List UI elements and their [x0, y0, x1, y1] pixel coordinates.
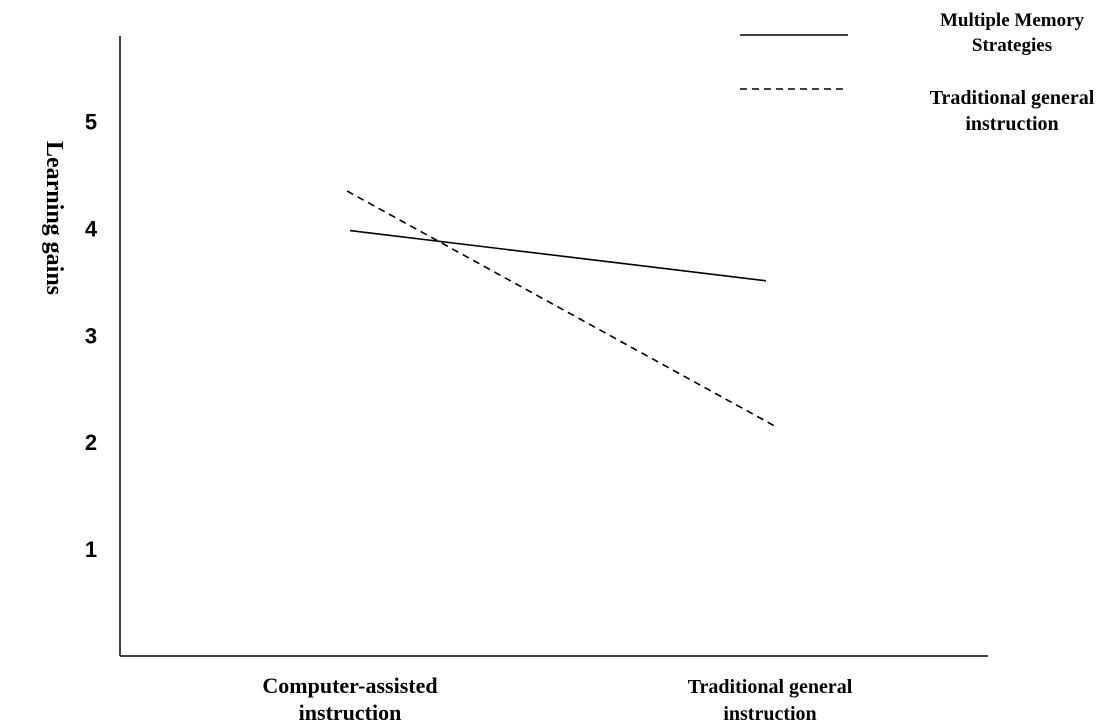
legend-label: instruction — [965, 113, 1058, 135]
legend-label: Traditional general — [930, 87, 1095, 109]
series-line-traditional-general-instruction — [346, 190, 776, 427]
x-category-label: instruction — [299, 700, 402, 725]
y-tick-label: 3 — [85, 323, 97, 348]
y-tick-label: 1 — [85, 537, 97, 562]
y-axis-title: Learning gains — [41, 141, 67, 295]
y-tick-labels: 1 2 3 4 5 — [85, 110, 98, 563]
series-lines — [346, 190, 776, 427]
x-category-label: Traditional general — [688, 676, 853, 698]
y-tick-label: 4 — [85, 216, 98, 241]
y-tick-label: 5 — [85, 110, 97, 135]
x-category-label: instruction — [723, 703, 816, 725]
series-line-multiple-memory-strategies — [349, 229, 767, 282]
legend: Multiple Memory Strategies Traditional gen… — [740, 10, 1095, 135]
x-category-label: Computer-assisted — [262, 673, 437, 698]
x-category-labels: Computer-assistedinstructionTraditional … — [262, 673, 852, 725]
legend-label: Strategies — [972, 35, 1052, 56]
legend-label: Multiple Memory — [940, 10, 1085, 31]
y-tick-label: 2 — [85, 430, 97, 455]
